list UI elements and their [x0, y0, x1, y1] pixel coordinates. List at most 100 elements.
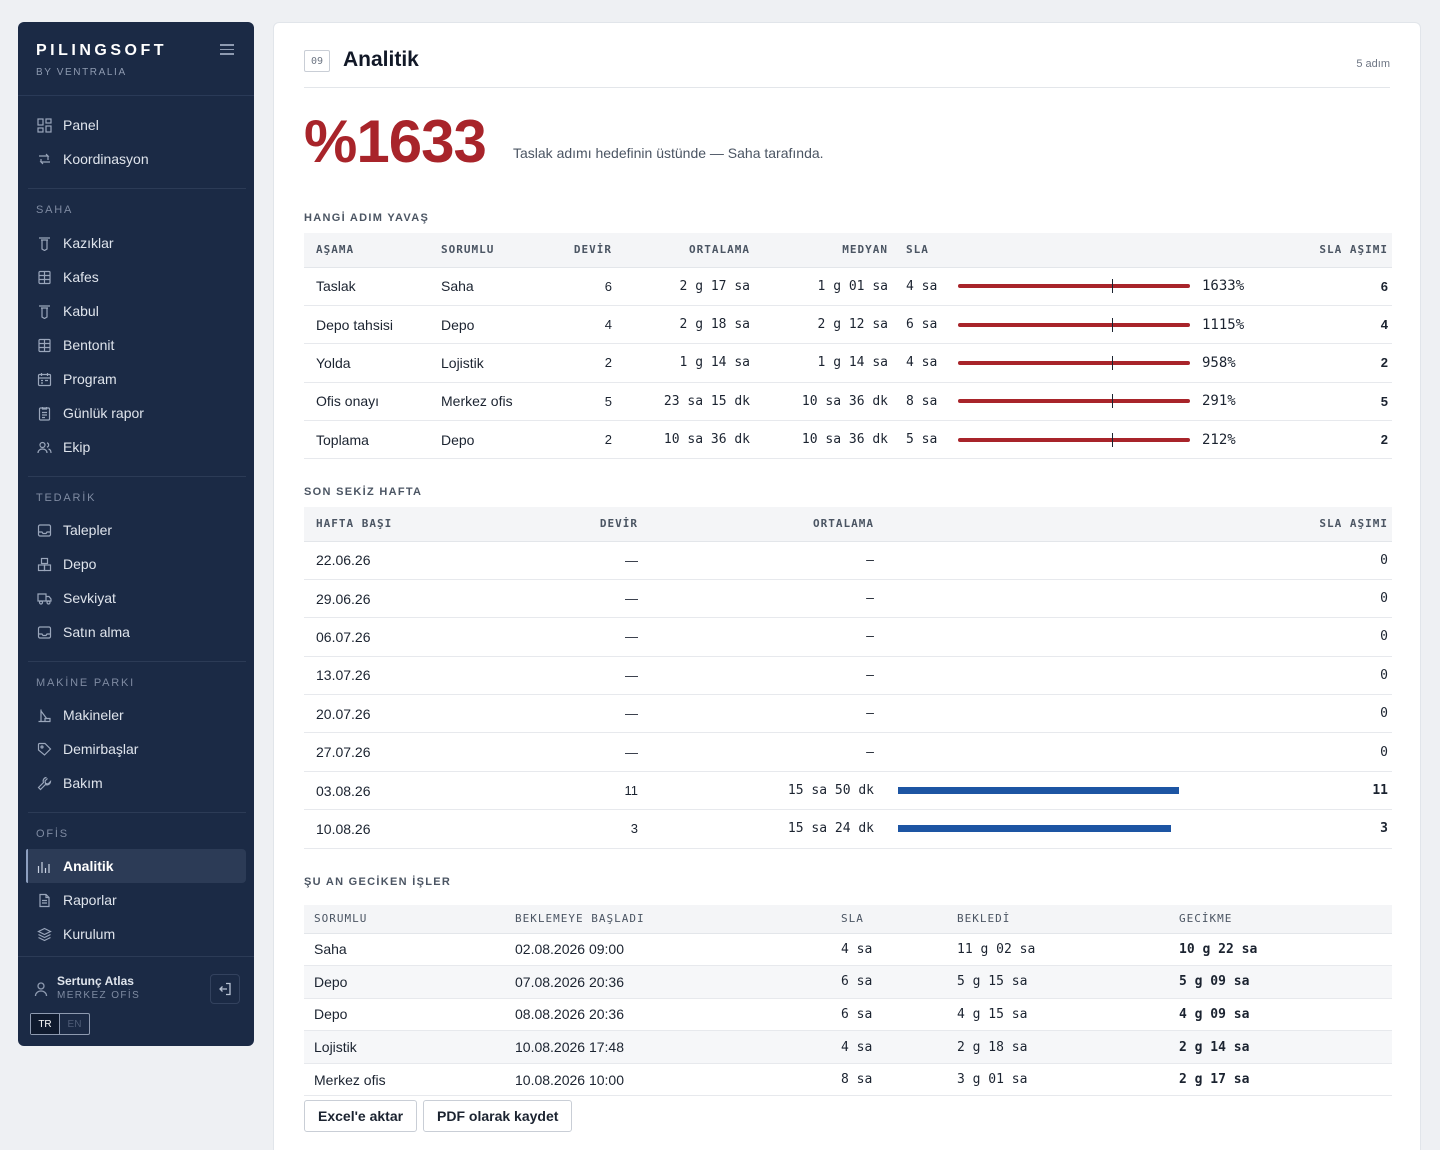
stage-cell: Yolda — [304, 343, 429, 383]
sla-cell: 8 sa — [831, 1063, 947, 1097]
step-count: 5 adım — [1356, 58, 1390, 70]
sidebar-item-sevkiyat[interactable]: Sevkiyat — [26, 581, 246, 615]
average-cell: 2 g 17 sa — [612, 267, 750, 306]
sidebar-item-label: Kurulum — [63, 926, 116, 942]
col-sla: SLA — [888, 233, 958, 268]
col-sla: SLA — [831, 905, 947, 934]
inbox-icon — [36, 624, 52, 640]
language-switch: TR EN — [30, 1013, 90, 1035]
table-row: 06.07.26— —0 — [304, 617, 1392, 657]
sla-bar — [958, 317, 1190, 332]
average-cell: — — [638, 656, 874, 696]
started-cell: 10.08.2026 10:00 — [505, 1063, 831, 1097]
table-row: Yolda Lojistik 2 1 g 14 sa 1 g 14 sa 4 sa 958%… — [304, 343, 1392, 383]
waited-cell: 3 g 01 sa — [947, 1063, 1169, 1097]
breach-cell: 0 — [1179, 579, 1392, 619]
layers-icon — [36, 926, 52, 942]
sla-cell: 6 sa — [888, 305, 958, 345]
table-row: 29.06.26— —0 — [304, 579, 1392, 619]
brand-name: PILINGSOFT — [36, 42, 167, 59]
week-cell: 27.07.26 — [304, 732, 544, 772]
brand: PILINGSOFT BY VENTRALIA — [18, 22, 254, 96]
owner-cell: Depo — [429, 420, 539, 460]
col-waited: BEKLEDİ — [947, 905, 1169, 934]
bar-cell — [874, 771, 1179, 811]
sla-cell: 5 sa — [888, 420, 958, 460]
menu-toggle-icon[interactable] — [220, 44, 234, 58]
breach-cell: 0 — [1179, 656, 1392, 696]
delay-cell: 4 g 09 sa — [1169, 998, 1392, 1032]
sla-bar-cell — [958, 382, 1202, 422]
col-started: BEKLEMEYE BAŞLADI — [505, 905, 831, 934]
median-cell: 10 sa 36 dk — [750, 382, 888, 422]
table-row: Depo tahsisi Depo 4 2 g 18 sa 2 g 12 sa 6 sa 1… — [304, 305, 1392, 345]
sidebar-item-bentonit[interactable]: Bentonit — [26, 328, 246, 362]
sla-bar-cell — [958, 420, 1202, 460]
user-name: Sertunç Atlas — [57, 974, 134, 988]
sidebar-item-label: Sevkiyat — [63, 590, 116, 606]
owner-cell: Depo — [304, 998, 505, 1032]
sidebar-item-panel[interactable]: Panel — [26, 108, 246, 142]
sidebar-item-talepler[interactable]: Talepler — [26, 513, 246, 547]
owner-cell: Merkez ofis — [429, 382, 539, 422]
tag-icon — [36, 741, 52, 757]
col-turnover: DEVİR — [544, 507, 638, 542]
sidebar-item-raporlar[interactable]: Raporlar — [26, 883, 246, 917]
turnover-cell: — — [544, 656, 638, 696]
nav-section-title: OFİS — [36, 828, 69, 840]
sidebar-item-label: Ekip — [63, 439, 91, 455]
stage-cell: Depo tahsisi — [304, 305, 429, 345]
sidebar-item-ekip[interactable]: Ekip — [26, 430, 246, 464]
turnover-cell: — — [544, 732, 638, 772]
export-excel-button[interactable]: Excel'e aktar — [304, 1100, 418, 1132]
sidebar-item-program[interactable]: Program — [26, 362, 246, 396]
table-row: Depo 08.08.2026 20:36 6 sa 4 g 15 sa 4 g 09 … — [304, 998, 1392, 1032]
sidebar-item-kazıklar[interactable]: Kazıklar — [26, 226, 246, 260]
sla-bar-cell — [958, 305, 1202, 345]
sidebar-item-kabul[interactable]: Kabul — [26, 294, 246, 328]
sidebar-item-koordinasyon[interactable]: Koordinasyon — [26, 142, 246, 176]
logout-button[interactable] — [210, 974, 240, 1004]
sidebar-item-analitik[interactable]: Analitik — [26, 849, 246, 883]
sidebar-item-depo[interactable]: Depo — [26, 547, 246, 581]
nav-divider — [28, 188, 246, 189]
bar-chart-icon — [36, 858, 52, 874]
save-pdf-button[interactable]: PDF olarak kaydet — [423, 1100, 573, 1132]
sla-bar-marker — [1112, 279, 1113, 294]
sla-cell: 4 sa — [831, 933, 947, 967]
truck-icon — [36, 590, 52, 606]
lang-en-button[interactable]: EN — [67, 1018, 82, 1030]
bar-cell — [874, 656, 1179, 696]
sidebar-item-bakım[interactable]: Bakım — [26, 766, 246, 800]
week-cell: 13.07.26 — [304, 656, 544, 696]
main-panel: 09 Analitik 5 adım %1633 Taslak adımı he… — [273, 22, 1421, 1150]
col-median: MEDYAN — [750, 233, 888, 268]
col-owner: SORUMLU — [304, 905, 505, 934]
col-breach: SLA AŞIMI — [1262, 233, 1392, 268]
sidebar-item-satın-alma[interactable]: Satın alma — [26, 615, 246, 649]
sla-bar — [958, 394, 1190, 409]
sidebar-item-label: Panel — [63, 117, 99, 133]
delay-cell: 2 g 17 sa — [1169, 1063, 1392, 1097]
average-cell: — — [638, 694, 874, 734]
average-cell: 10 sa 36 dk — [612, 420, 750, 460]
sidebar-item-kafes[interactable]: Kafes — [26, 260, 246, 294]
sidebar: PILINGSOFT BY VENTRALIA Sertunç Atlas ME… — [18, 22, 254, 1046]
sidebar-item-label: Analitik — [63, 858, 114, 874]
sidebar-item-label: Makineler — [63, 707, 124, 723]
sidebar-item-günlük-rapor[interactable]: Günlük rapor — [26, 396, 246, 430]
breach-cell: 2 — [1262, 343, 1392, 383]
header-divider — [304, 87, 1390, 88]
sidebar-item-label: Kabul — [63, 303, 99, 319]
document-icon — [36, 892, 52, 908]
col-average: ORTALAMA — [612, 233, 750, 268]
sidebar-item-kurulum[interactable]: Kurulum — [26, 917, 246, 951]
lang-tr-button[interactable]: TR — [31, 1014, 60, 1034]
breach-cell: 0 — [1179, 541, 1392, 580]
average-cell: — — [638, 579, 874, 619]
average-cell: 15 sa 50 dk — [638, 771, 874, 811]
boxes-icon — [36, 556, 52, 572]
headline-value: %1633 — [304, 108, 487, 175]
sidebar-item-makineler[interactable]: Makineler — [26, 698, 246, 732]
sidebar-item-demirbaşlar[interactable]: Demirbaşlar — [26, 732, 246, 766]
